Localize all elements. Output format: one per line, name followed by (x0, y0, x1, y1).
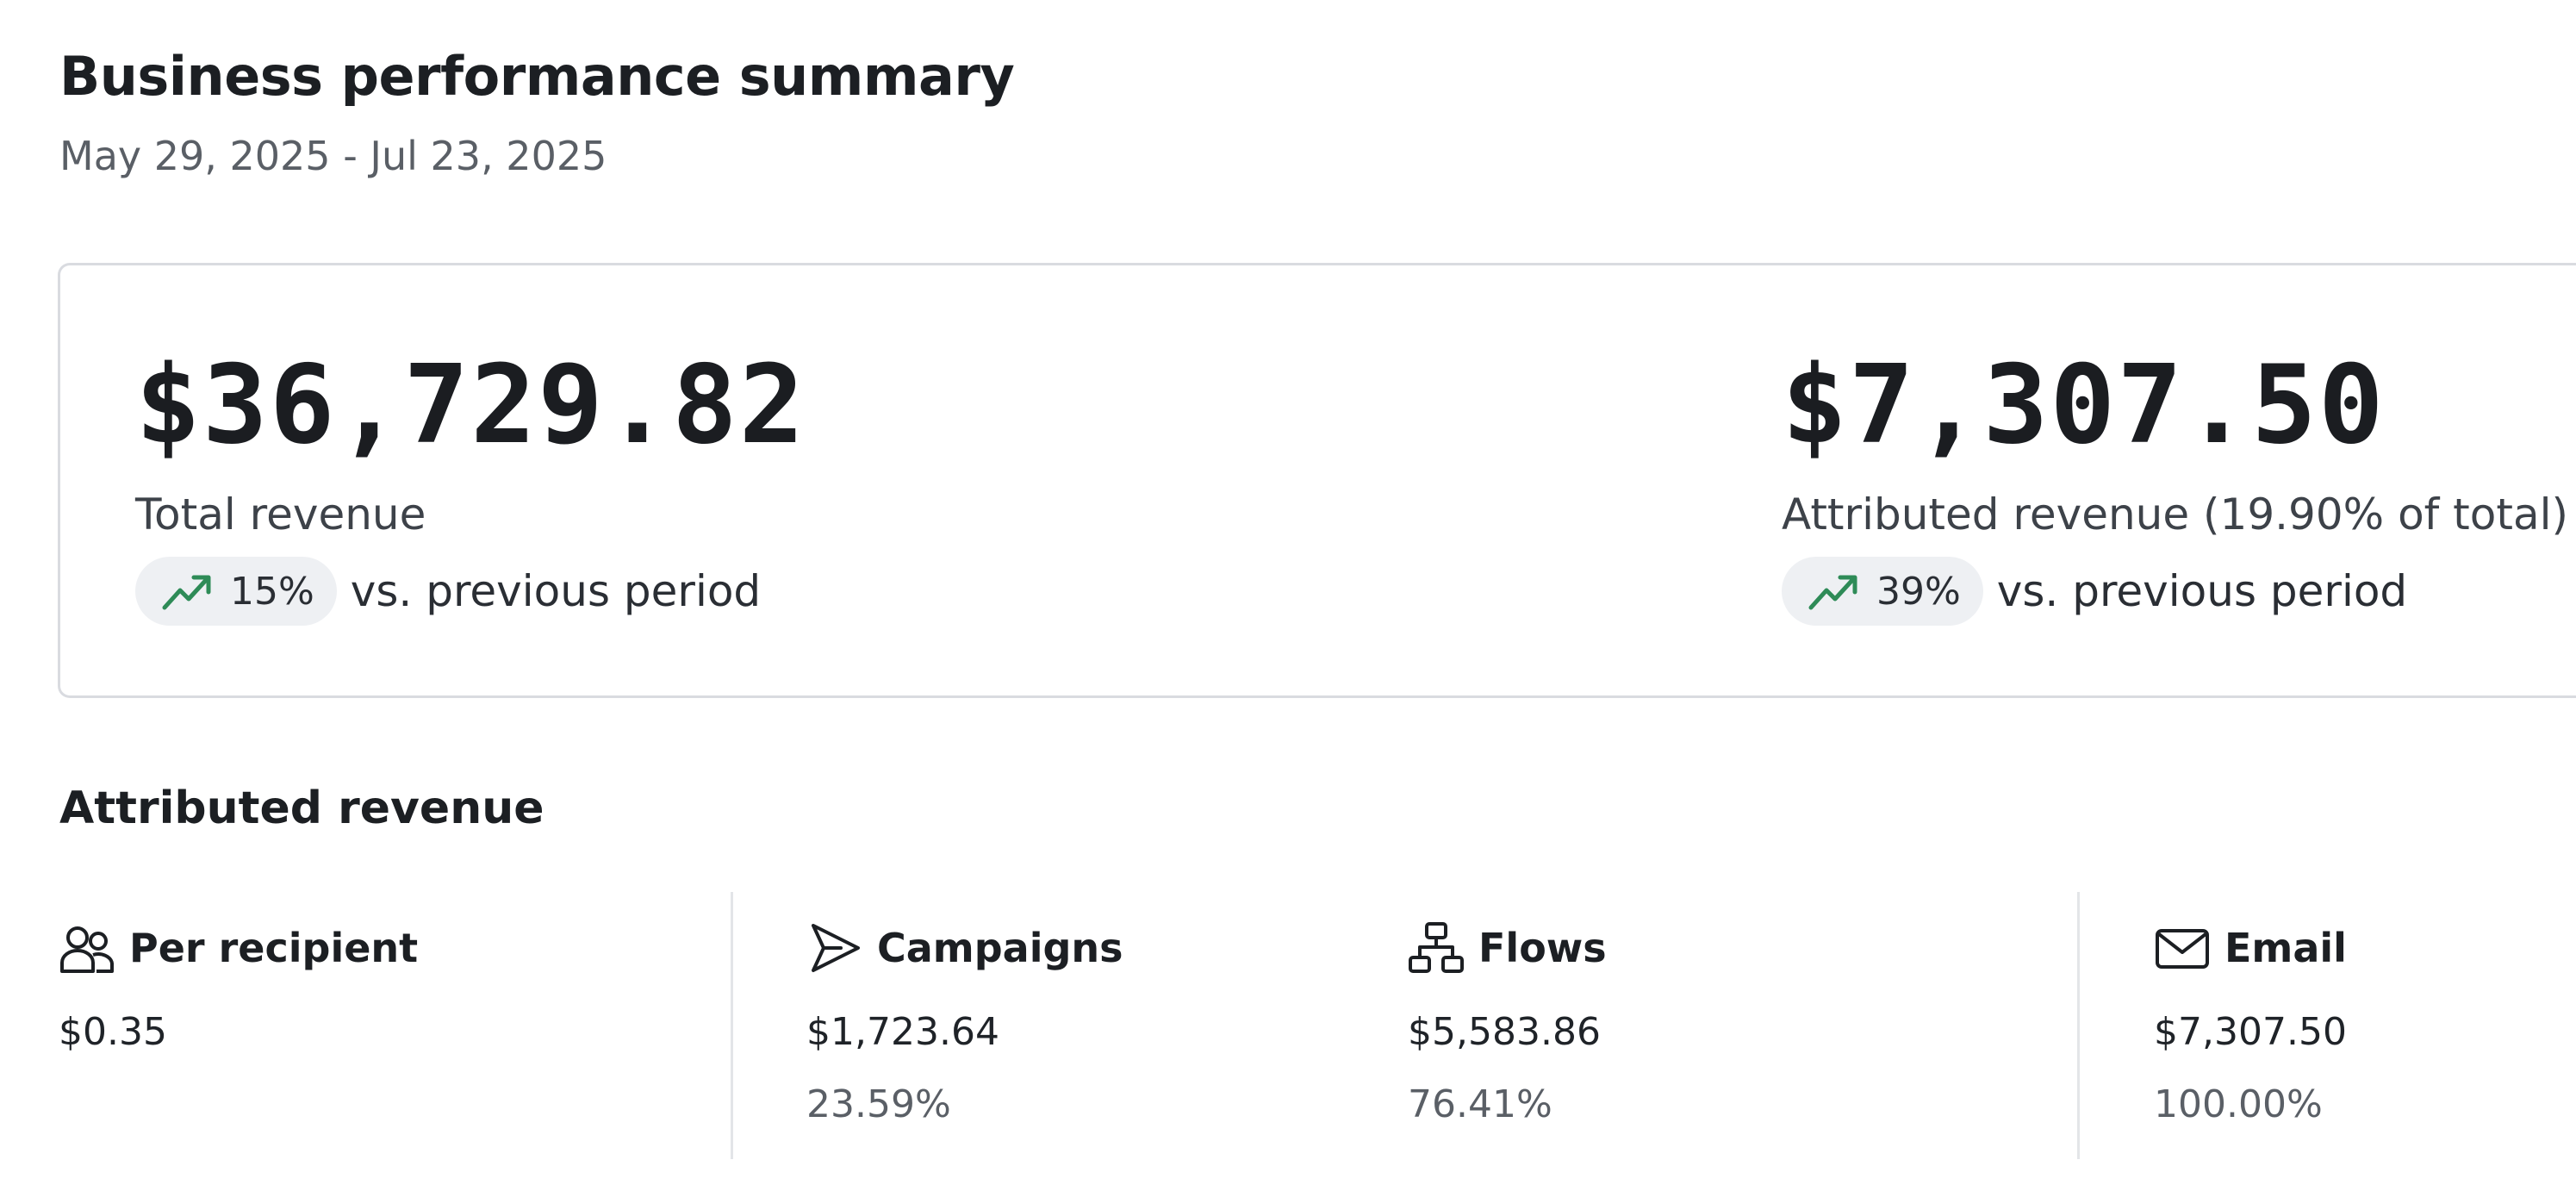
trend-comparison-text: vs. previous period (1996, 566, 2408, 616)
attributed-revenue-section-title: Attributed revenue (59, 783, 544, 834)
trend-percent: 15% (230, 569, 314, 614)
stat-header: Flows (1408, 919, 1607, 977)
send-icon (812, 924, 860, 972)
stat-header: Email (2154, 919, 2347, 977)
attributed-revenue-label: Attributed revenue (19.90% of total) (1782, 489, 2568, 539)
users-icon (60, 926, 114, 973)
trend-percent: 39% (1876, 569, 1961, 614)
stat-amount: $0.35 (59, 1010, 167, 1054)
trending-up-icon (162, 575, 211, 610)
trending-up-icon (1808, 575, 1857, 610)
stat-header: Per recipient (59, 919, 418, 977)
email-stat: Email $7,307.50 100.00% (2154, 919, 2347, 1126)
flow-icon (1409, 922, 1464, 973)
total-revenue-value: $36,729.82 (135, 341, 806, 468)
column-divider (2077, 892, 2080, 1159)
stat-label: Per recipient (129, 925, 419, 971)
stat-amount: $1,723.64 (806, 1010, 999, 1054)
stat-header: Campaigns (806, 919, 1123, 977)
flows-stat: Flows $5,583.86 76.41% (1408, 919, 1607, 1126)
total-revenue-trend: 15% vs. previous period (135, 557, 761, 626)
total-revenue-label: Total revenue (135, 489, 426, 539)
attributed-revenue-value: $7,307.50 (1782, 341, 2386, 468)
trend-badge: 15% (135, 557, 337, 626)
stat-label: Campaigns (877, 925, 1123, 971)
trend-badge: 39% (1782, 557, 1983, 626)
page-title: Business performance summary (59, 45, 1015, 108)
stat-share: 100.00% (2154, 1082, 2323, 1126)
campaigns-stat: Campaigns $1,723.64 23.59% (806, 919, 1123, 1126)
stat-label: Flows (1478, 925, 1607, 971)
column-divider (731, 892, 733, 1159)
mail-icon (2156, 929, 2209, 969)
trend-comparison-text: vs. previous period (350, 566, 762, 616)
stat-share: 23.59% (806, 1082, 951, 1126)
stat-amount: $7,307.50 (2154, 1010, 2347, 1054)
stat-amount: $5,583.86 (1408, 1010, 1601, 1054)
revenue-summary-card: $36,729.82 Total revenue 15% vs. previou… (58, 263, 2576, 698)
date-range: May 29, 2025 - Jul 23, 2025 (59, 133, 607, 179)
per-recipient-stat: Per recipient $0.35 (59, 919, 418, 1054)
attributed-revenue-trend: 39% vs. previous period (1782, 557, 2407, 626)
stat-label: Email (2224, 925, 2347, 971)
stat-share: 76.41% (1408, 1082, 1552, 1126)
